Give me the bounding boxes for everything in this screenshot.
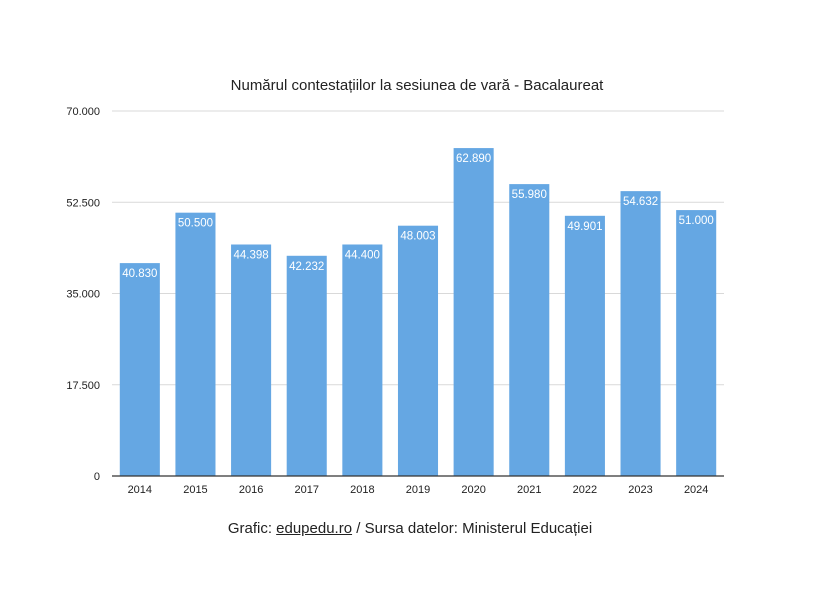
data-label: 50.500 — [178, 218, 213, 230]
bar — [676, 210, 717, 477]
caption-suffix: / Sursa datelor: Ministerul Educației — [352, 520, 593, 537]
y-axis-ticks: 0 17.500 35.000 52.500 70.000 — [66, 106, 100, 483]
data-label: 55.980 — [512, 189, 547, 201]
x-tick-label: 2016 — [239, 484, 263, 496]
bar — [342, 244, 383, 476]
data-label: 44.398 — [233, 249, 268, 261]
data-label: 48.003 — [400, 231, 435, 243]
x-tick-label: 2020 — [461, 484, 485, 496]
source-caption: Grafic: edupedu.ro / Sursa datelor: Mini… — [0, 520, 820, 537]
data-label: 42.232 — [289, 261, 324, 273]
data-label: 51.000 — [679, 215, 714, 227]
x-axis-ticks: 2014 2015 2016 2017 2018 2019 2020 2021 2022 2023… — [128, 484, 709, 496]
y-tick-label: 0 — [94, 471, 100, 483]
x-tick-label: 2017 — [294, 484, 318, 496]
x-tick-label: 2023 — [628, 484, 652, 496]
bar — [453, 148, 494, 476]
caption-prefix: Grafic: — [227, 520, 277, 537]
bar — [231, 244, 272, 476]
y-tick-label: 17.500 — [66, 380, 100, 392]
bar — [119, 263, 160, 476]
bar — [564, 215, 605, 476]
y-tick-label: 52.500 — [66, 197, 100, 209]
x-tick-label: 2024 — [684, 484, 708, 496]
data-label: 49.901 — [567, 221, 602, 233]
y-tick-label: 70.000 — [66, 106, 100, 118]
x-tick-label: 2015 — [183, 484, 207, 496]
x-tick-label: 2019 — [406, 484, 430, 496]
bar — [620, 191, 661, 476]
bar — [286, 255, 327, 476]
data-label: 44.400 — [345, 249, 380, 261]
bar — [397, 225, 439, 476]
x-tick-label: 2022 — [573, 484, 597, 496]
data-label: 62.890 — [456, 153, 491, 165]
x-tick-label: 2014 — [128, 484, 152, 496]
data-label: 54.632 — [623, 196, 658, 208]
source-link[interactable]: edupedu.ro — [276, 520, 353, 537]
bars: 40.830 50.500 44.398 42.232 44.400 48.003 62.8… — [119, 148, 717, 477]
bar-chart: Numărul contestațiilor la sesiunea de va… — [66, 77, 724, 496]
y-tick-label: 35.000 — [66, 289, 100, 301]
chart-title: Numărul contestațiilor la sesiunea de va… — [231, 77, 605, 94]
x-tick-label: 2021 — [517, 484, 541, 496]
x-tick-label: 2018 — [350, 484, 374, 496]
data-label: 40.830 — [122, 268, 157, 280]
bar — [509, 184, 550, 476]
bar — [175, 212, 216, 476]
